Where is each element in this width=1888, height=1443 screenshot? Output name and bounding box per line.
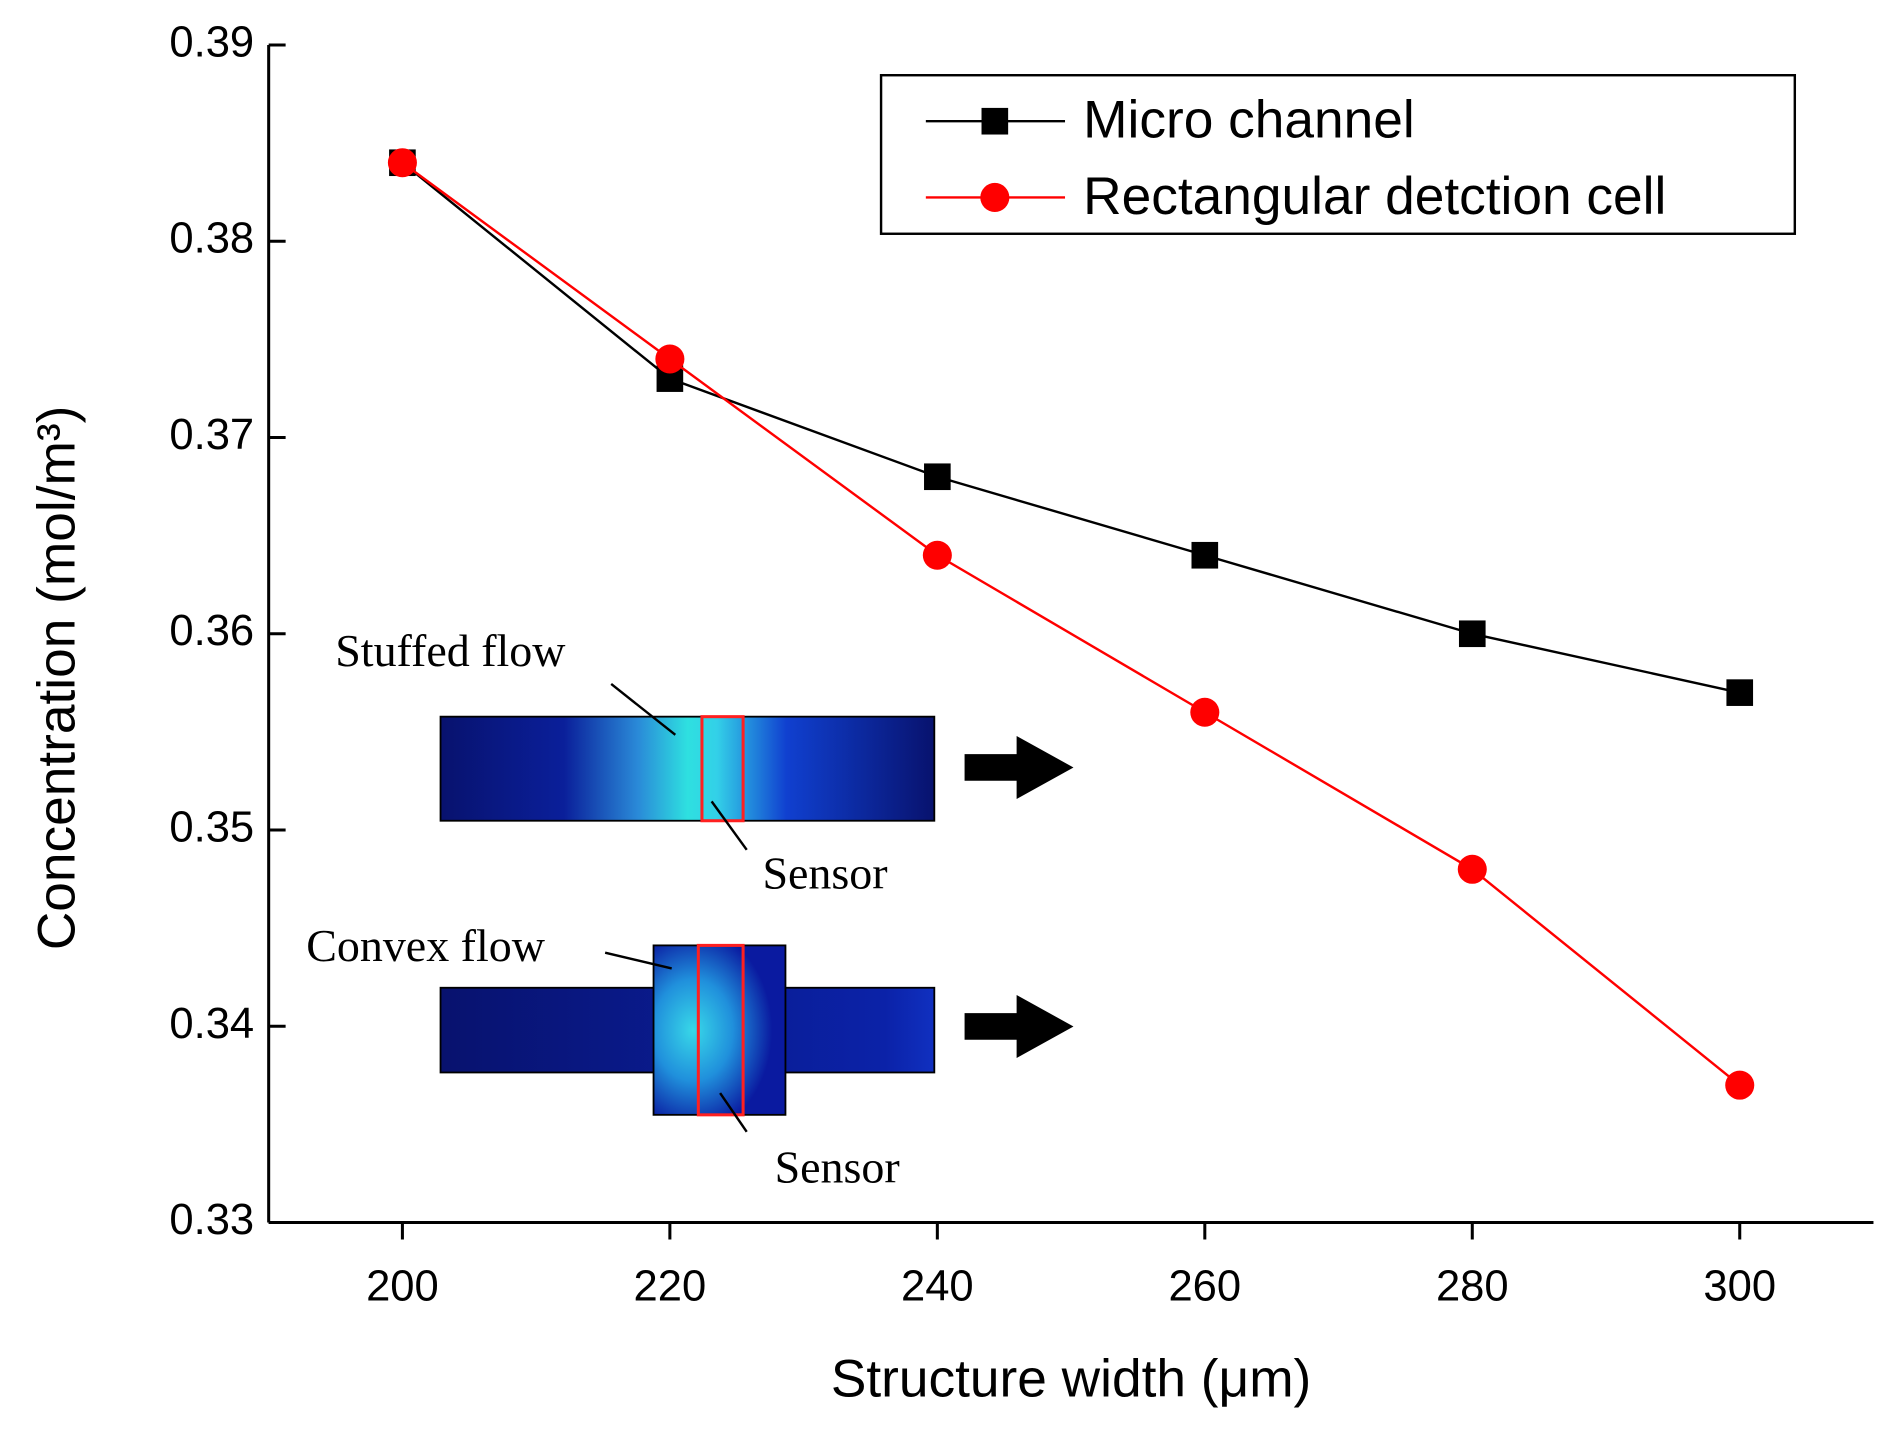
y-tick-label: 0.38 <box>169 215 254 263</box>
marker <box>1458 620 1486 648</box>
marker <box>1190 697 1220 727</box>
series-line <box>401 161 1741 1087</box>
leader <box>610 683 677 736</box>
marker <box>1725 1070 1755 1100</box>
marker <box>1191 541 1219 569</box>
marker <box>655 344 685 374</box>
y-tick-label: 0.39 <box>169 18 254 66</box>
legend-marker <box>981 107 1009 135</box>
series-line <box>401 161 1741 694</box>
cell <box>652 944 787 1116</box>
y-tick-label: 0.36 <box>169 607 254 655</box>
y-tick-label: 0.35 <box>169 804 254 852</box>
inset-stuffed: Stuffed flow Sensor <box>335 625 1074 899</box>
x-tick-label: 200 <box>366 1263 439 1311</box>
legend-box <box>879 74 1797 235</box>
sensor-box <box>696 943 745 1117</box>
x-tick-label: 300 <box>1703 1263 1776 1311</box>
leader <box>604 951 672 970</box>
flow-arrow <box>964 995 1074 1058</box>
annotation: Convex flow <box>306 920 545 971</box>
sensor-box <box>700 715 745 823</box>
leader <box>719 1092 748 1133</box>
legend-label: Micro channel <box>1083 91 1415 150</box>
plot-area: 0.33 0.34 0.35 0.36 0.37 0.38 0.39 200 220 240 260… <box>169 18 1874 1311</box>
y-axis-title: Concentration (mol/m³) <box>28 406 87 951</box>
x-axis-title: Structure width (μm) <box>831 1349 1311 1408</box>
y-tick-label: 0.34 <box>169 1000 254 1048</box>
marker <box>924 463 951 491</box>
channel <box>439 715 936 822</box>
x-tick-label: 260 <box>1168 1263 1241 1311</box>
marker <box>387 148 417 178</box>
leader <box>710 800 748 851</box>
inset-convex: Convex flow Sensor <box>306 920 1074 1193</box>
marker <box>922 540 952 570</box>
y-tick-label: 0.33 <box>169 1196 254 1244</box>
flow-arrow <box>964 736 1074 799</box>
y-tick-label: 0.37 <box>169 411 254 459</box>
legend-label: Rectangular detction cell <box>1083 167 1666 226</box>
marker <box>1457 854 1487 884</box>
x-tick-label: 220 <box>634 1263 707 1311</box>
marker <box>1726 679 1754 706</box>
x-tick-label: 240 <box>901 1263 974 1311</box>
annotation: Stuffed flow <box>335 625 565 676</box>
legend-marker <box>980 182 1010 212</box>
annotation: Sensor <box>762 848 887 899</box>
annotation: Sensor <box>775 1142 900 1193</box>
x-tick-label: 280 <box>1436 1263 1509 1311</box>
